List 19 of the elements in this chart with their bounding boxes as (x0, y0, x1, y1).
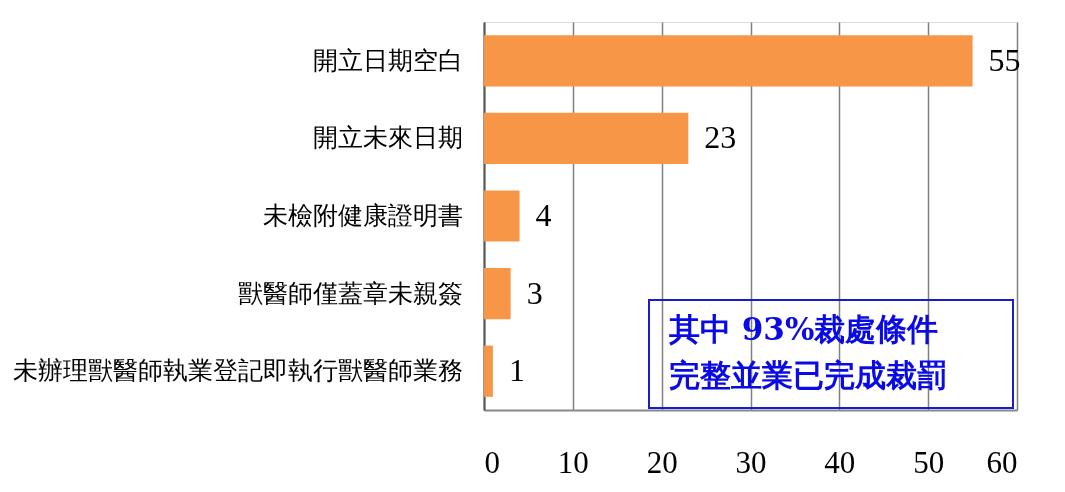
annotation: 完整並業已完成裁罰 (669, 357, 948, 393)
x-tick-label: 0 (484, 444, 500, 480)
data-label: 3 (526, 274, 543, 311)
data-label: 1 (508, 352, 525, 389)
data-label: 4 (535, 197, 552, 233)
y-tick-label: 未辦理獸醫師執業登記即執行獸醫師業務 (12, 356, 463, 386)
y-tick-label: 獸醫師僅蓋章未親簽 (237, 278, 463, 308)
x-tick-label: 30 (735, 444, 767, 480)
x-tick-label: 60 (986, 444, 1018, 480)
x-tick-label: 40 (824, 444, 856, 480)
x-tick-label: 50 (913, 444, 945, 480)
x-tick-label: 10 (557, 444, 589, 480)
annotation: 其中 93%裁處條件 (668, 311, 939, 347)
y-tick-label: 開立日期空白 (312, 45, 463, 75)
y-tick-label: 開立未來日期 (312, 123, 463, 153)
y-tick-label: 未檢附健康證明書 (262, 201, 463, 230)
data-label: 55 (988, 41, 1021, 78)
data-label: 23 (704, 119, 737, 156)
x-tick-label: 20 (646, 444, 678, 480)
